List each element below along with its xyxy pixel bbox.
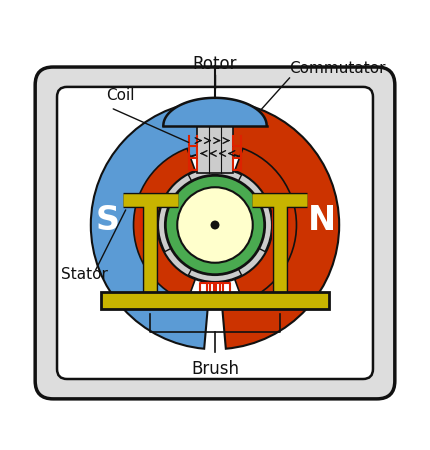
Wedge shape bbox=[158, 198, 187, 252]
FancyBboxPatch shape bbox=[197, 126, 233, 173]
Text: Stator: Stator bbox=[61, 267, 108, 282]
Wedge shape bbox=[221, 101, 339, 349]
FancyBboxPatch shape bbox=[101, 292, 329, 310]
Wedge shape bbox=[91, 101, 209, 349]
Circle shape bbox=[211, 220, 219, 230]
Text: Rotor: Rotor bbox=[193, 55, 237, 73]
Circle shape bbox=[165, 176, 265, 274]
FancyBboxPatch shape bbox=[35, 67, 395, 399]
Wedge shape bbox=[243, 198, 272, 252]
Circle shape bbox=[157, 167, 273, 283]
Wedge shape bbox=[188, 253, 242, 282]
Wedge shape bbox=[134, 148, 196, 302]
Text: N: N bbox=[308, 203, 336, 237]
FancyBboxPatch shape bbox=[57, 87, 373, 379]
Wedge shape bbox=[188, 168, 242, 197]
Text: Brush: Brush bbox=[191, 360, 239, 378]
Wedge shape bbox=[234, 148, 296, 302]
Circle shape bbox=[177, 187, 253, 263]
Polygon shape bbox=[163, 98, 267, 126]
Text: Coil: Coil bbox=[106, 88, 134, 103]
Text: Commutator: Commutator bbox=[289, 61, 386, 76]
Text: S: S bbox=[96, 203, 120, 237]
